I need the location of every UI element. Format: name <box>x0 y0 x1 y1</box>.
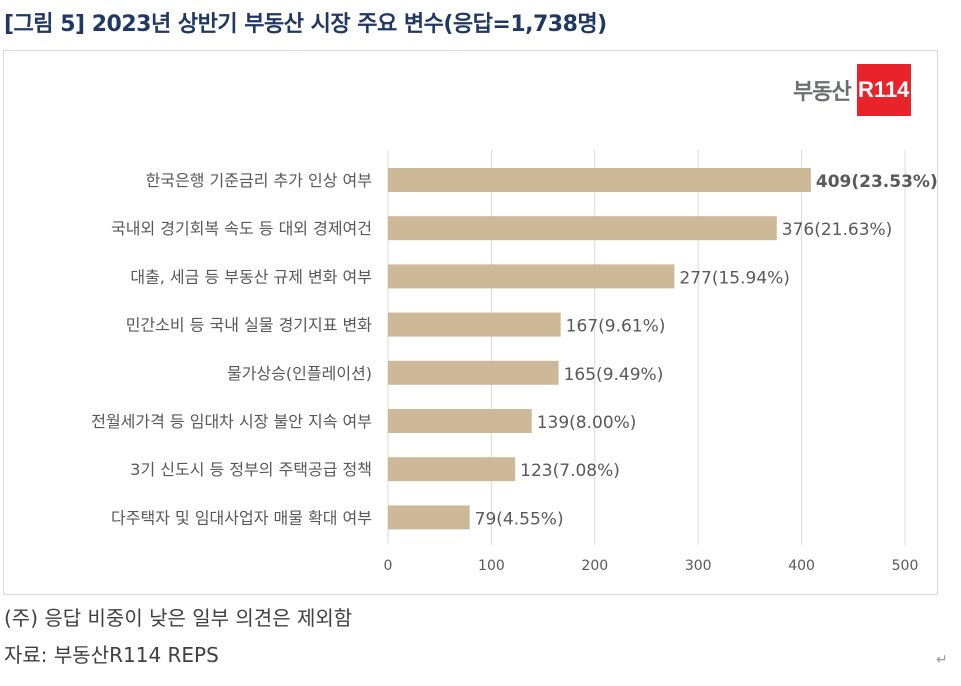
category-label: 전월세가격 등 임대차 시장 불안 지속 여부 <box>91 412 372 431</box>
category-label: 대출, 세금 등 부동산 규제 변화 여부 <box>130 267 372 286</box>
category-label: 물가상승(인플레이션) <box>227 364 372 383</box>
category-label: 3기 신도시 등 정부의 주택공급 정책 <box>130 460 372 479</box>
bar <box>388 264 675 289</box>
chart-frame <box>3 50 938 595</box>
bar <box>388 360 559 385</box>
data-label: 139(8.00%) <box>537 413 637 433</box>
data-label: 79(4.55%) <box>475 509 564 529</box>
data-label: 277(15.94%) <box>679 268 790 288</box>
bar <box>388 409 532 433</box>
x-tick-label: 0 <box>384 558 393 574</box>
bar <box>388 457 516 482</box>
category-label: 국내외 경기회복 속도 등 대외 경제여건 <box>111 219 372 238</box>
data-label: 376(21.63%) <box>782 220 893 240</box>
category-label: 민간소비 등 국내 실물 경기지표 변화 <box>126 316 373 335</box>
data-label: 409(23.53%) <box>816 172 938 192</box>
figure-title: [그림 5] 2023년 상반기 부동산 시장 주요 변수(응답=1,738명) <box>4 12 607 37</box>
data-label: 165(9.49%) <box>564 365 664 385</box>
bar <box>388 216 777 241</box>
category-label: 다주택자 및 임대사업자 매물 확대 여부 <box>111 508 372 527</box>
bar <box>388 168 811 192</box>
source-text: 자료: 부동산R114 REPS <box>4 643 219 667</box>
bar <box>388 505 470 530</box>
footnote: (주) 응답 비중이 낮은 일부 의견은 제외함 <box>4 606 353 630</box>
data-label: 123(7.08%) <box>520 461 620 481</box>
data-label: 167(9.61%) <box>566 317 666 337</box>
logo-text: 부동산 <box>793 80 852 105</box>
return-mark: ↵ <box>936 652 948 668</box>
x-tick-label: 300 <box>685 558 712 574</box>
logo-badge: R114 <box>856 64 911 116</box>
bar <box>388 312 561 337</box>
r114-logo: 부동산 R114 <box>793 64 911 116</box>
x-tick-label: 200 <box>581 558 608 574</box>
x-tick-label: 100 <box>478 558 505 574</box>
x-tick-label: 500 <box>892 558 919 574</box>
category-label: 한국은행 기준금리 추가 인상 여부 <box>146 171 372 190</box>
x-tick-label: 400 <box>788 558 815 574</box>
